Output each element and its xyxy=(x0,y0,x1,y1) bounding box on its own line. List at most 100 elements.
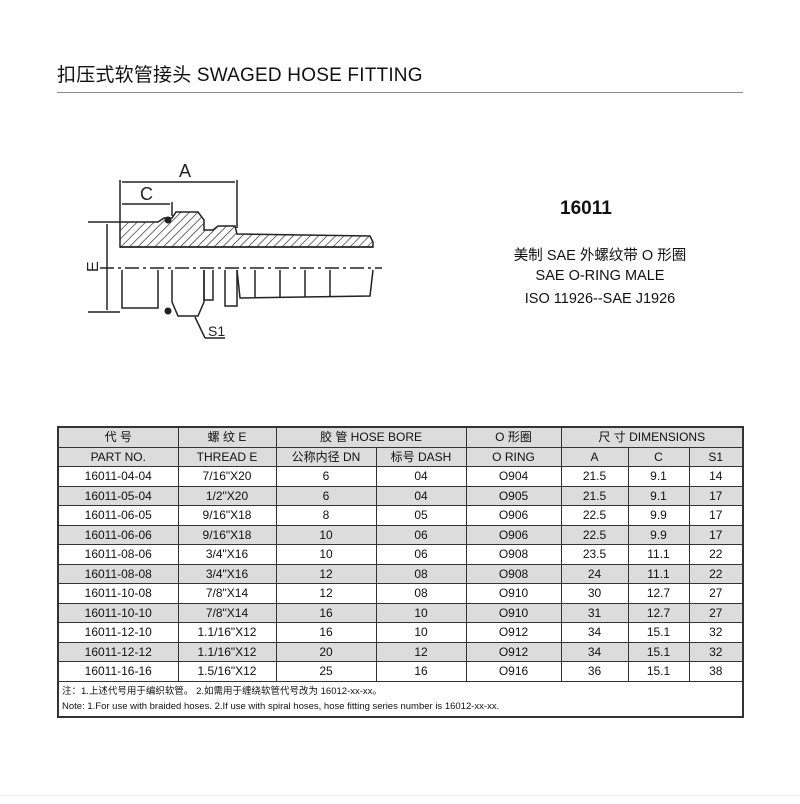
table-cell: 16011-05-04 xyxy=(57,485,179,506)
table-cell: 3/4"X16 xyxy=(177,544,277,565)
table-cell: 16 xyxy=(275,622,377,643)
table-cell: 25 xyxy=(275,661,377,682)
table-cell: 04 xyxy=(375,466,467,487)
table-cell: 16011-12-10 xyxy=(57,622,179,643)
dimension-label-a: A xyxy=(179,161,191,181)
table-cell: 9.9 xyxy=(627,505,690,526)
table-cell: 16011-10-10 xyxy=(57,602,179,623)
title-divider xyxy=(57,92,743,93)
table-cell: 12.7 xyxy=(627,583,690,604)
table-cell: O908 xyxy=(465,544,562,565)
table-cell: 16011-08-08 xyxy=(57,563,179,584)
subheader-cell: O RING xyxy=(465,446,562,467)
table-cell: 16011-06-05 xyxy=(57,505,179,526)
table-cell: 3/4"X16 xyxy=(177,563,277,584)
table-cell: 21.5 xyxy=(560,485,629,506)
table-cell: O910 xyxy=(465,583,562,604)
table-cell: 14 xyxy=(688,466,744,487)
dimension-label-e: E xyxy=(85,261,102,272)
table-cell: 16011-08-06 xyxy=(57,544,179,565)
table-cell: 7/16"X20 xyxy=(177,466,277,487)
table-row: 16011-04-04 7/16"X20 6 04 O904 21.5 9.1 14 xyxy=(57,466,744,487)
model-number: 16011 xyxy=(560,198,612,219)
table-row: 16011-10-10 7/8"X14 16 10 O910 31 12.7 27 xyxy=(57,602,744,623)
table-cell: O904 xyxy=(465,466,562,487)
table-cell: 22 xyxy=(688,544,744,565)
table-cell: O910 xyxy=(465,602,562,623)
table-cell: 6 xyxy=(275,485,377,506)
table-cell: 9.1 xyxy=(627,466,690,487)
table-row: 16011-08-06 3/4"X16 10 06 O908 23.5 11.1 22 xyxy=(57,544,744,565)
table-cell: 30 xyxy=(560,583,629,604)
subheader-cell: C xyxy=(627,446,690,467)
header-row-1: 代 号 螺 纹 E 胶 管 HOSE BORE O 形圈 尺 寸 DIMENSI… xyxy=(57,426,744,448)
table-cell: 9.9 xyxy=(627,524,690,545)
description-standard: ISO 11926--SAE J1926 xyxy=(524,291,676,307)
table-cell: 6 xyxy=(275,466,377,487)
table-cell: 08 xyxy=(375,563,467,584)
table-cell: 21.5 xyxy=(560,466,629,487)
note-cn: 注：1.上述代号用于编织软管。 2.如需用于缠绕软管代号改为 16012-xx-… xyxy=(57,681,744,699)
table-cell: 12 xyxy=(275,563,377,584)
description-en: SAE O-RING MALE xyxy=(535,268,665,284)
table-cell: 23.5 xyxy=(560,544,629,565)
header-thread: 螺 纹 E xyxy=(177,426,277,448)
table-row: 16011-08-08 3/4"X16 12 08 O908 24 11.1 22 xyxy=(57,563,744,584)
table-cell: 9.1 xyxy=(627,485,690,506)
table-cell: 16011-04-04 xyxy=(57,466,179,487)
table-cell: 34 xyxy=(560,622,629,643)
subheader-cell: THREAD E xyxy=(177,446,277,467)
header-oring: O 形圈 xyxy=(465,426,562,448)
table-cell: 38 xyxy=(688,661,744,682)
table-cell: 11.1 xyxy=(627,544,690,565)
spec-table: 代 号 螺 纹 E 胶 管 HOSE BORE O 形圈 尺 寸 DIMENSI… xyxy=(57,426,744,718)
table-cell: 27 xyxy=(688,602,744,623)
table-cell: 36 xyxy=(560,661,629,682)
table-cell: 08 xyxy=(375,583,467,604)
table-cell: 1.5/16"X12 xyxy=(177,661,277,682)
subheader-cell: S1 xyxy=(688,446,744,467)
table-cell: O916 xyxy=(465,661,562,682)
note-en: Note: 1.For use with braided hoses. 2.If… xyxy=(57,698,744,717)
table-cell: 22.5 xyxy=(560,505,629,526)
table-cell: O912 xyxy=(465,622,562,643)
subheader-cell: A xyxy=(560,446,629,467)
table-row: 16011-06-05 9/16"X18 8 05 O906 22.5 9.9 17 xyxy=(57,505,744,526)
header-row-2: PART NO. THREAD E 公称内径 DN 标号 DASH O RING A C S1 xyxy=(57,446,744,467)
table-cell: 17 xyxy=(688,524,744,545)
table-cell: 11.1 xyxy=(627,563,690,584)
footer-divider xyxy=(0,795,800,796)
table-cell: 17 xyxy=(688,485,744,506)
table-cell: 16011-10-08 xyxy=(57,583,179,604)
table-row: 16011-06-06 9/16"X18 10 06 O906 22.5 9.9 17 xyxy=(57,524,744,545)
header-part: 代 号 xyxy=(57,426,179,448)
table-cell: 10 xyxy=(275,524,377,545)
table-cell: 17 xyxy=(688,505,744,526)
table-cell: O906 xyxy=(465,524,562,545)
header-dimensions: 尺 寸 DIMENSIONS xyxy=(560,426,744,448)
table-row: 16011-12-12 1.1/16"X12 20 12 O912 34 15.1 32 xyxy=(57,641,744,662)
dimension-label-s1: S1 xyxy=(208,323,225,339)
table-cell: 05 xyxy=(375,505,467,526)
table-cell: 7/8"X14 xyxy=(177,583,277,604)
table-cell: 34 xyxy=(560,641,629,662)
table-cell: 16011-06-06 xyxy=(57,524,179,545)
table-cell: 22 xyxy=(688,563,744,584)
table-cell: O912 xyxy=(465,641,562,662)
table-cell: 16 xyxy=(375,661,467,682)
table-cell: 22.5 xyxy=(560,524,629,545)
dimension-label-c: C xyxy=(140,184,153,204)
table-cell: 27 xyxy=(688,583,744,604)
table-cell: O908 xyxy=(465,563,562,584)
table-cell: 10 xyxy=(375,622,467,643)
table-cell: 32 xyxy=(688,622,744,643)
table-cell: 1.1/16"X12 xyxy=(177,622,277,643)
table-row: 16011-10-08 7/8"X14 12 08 O910 30 12.7 27 xyxy=(57,583,744,604)
table-cell: 10 xyxy=(375,602,467,623)
table-cell: 06 xyxy=(375,524,467,545)
header-hose-bore: 胶 管 HOSE BORE xyxy=(275,426,467,448)
table-cell: 12 xyxy=(375,641,467,662)
table-cell: 9/16"X18 xyxy=(177,524,277,545)
table-cell: 15.1 xyxy=(627,641,690,662)
table-cell: O905 xyxy=(465,485,562,506)
